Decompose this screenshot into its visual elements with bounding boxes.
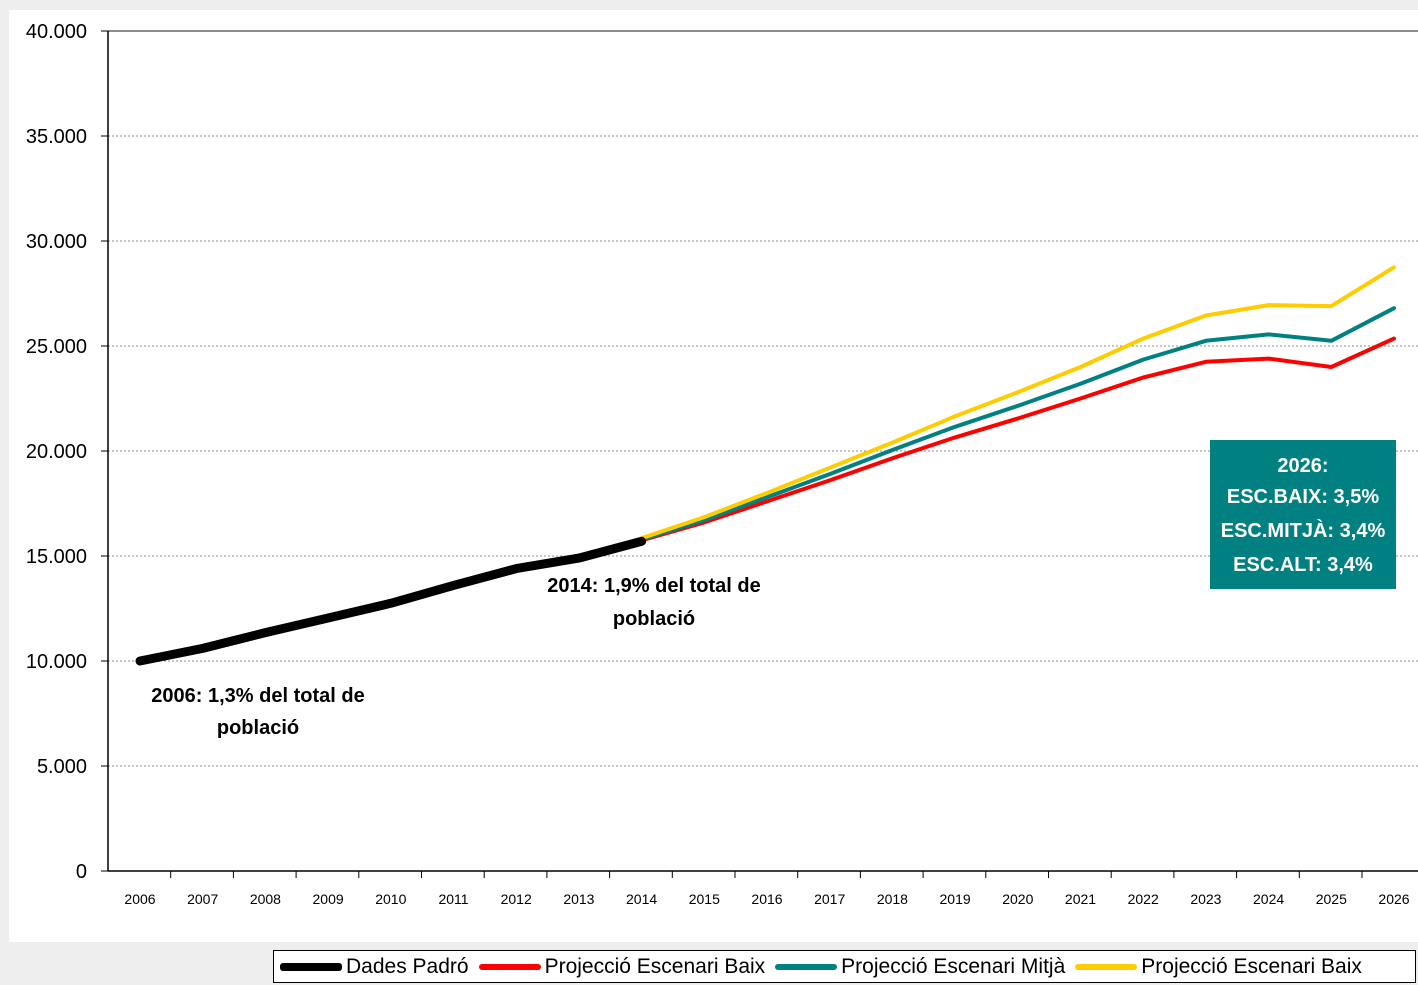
- x-tick-label: 2013: [563, 891, 594, 907]
- x-tick-label: 2018: [877, 891, 908, 907]
- y-tick-label: 35.000: [26, 126, 87, 148]
- x-tick-label: 2010: [375, 891, 406, 907]
- chart-area-background: [9, 10, 1418, 942]
- annotation-2014-line2: població: [613, 608, 695, 630]
- series-line-1: [639, 336, 1396, 543]
- axes: 0 5.000 10.000 15.000 20.000 25.000 30.000 35.0…: [26, 21, 1418, 907]
- x-tick-label: 2007: [187, 891, 218, 907]
- x-tick-label: 2021: [1065, 891, 1096, 907]
- legend-label-escenari-alt: Projecció Escenari Baix: [1141, 954, 1362, 978]
- annotation-2026-line3: ESC.MITJÀ: 3,4%: [1221, 519, 1386, 542]
- y-tick-label: 15.000: [26, 546, 87, 568]
- legend-label-escenari-mitja: Projecció Escenari Mitjà: [841, 954, 1066, 978]
- annotations: 2006: 1,3% del total de població 2014: 1…: [151, 440, 1396, 739]
- series-line-3: [639, 265, 1396, 541]
- annotation-2026-box: [1210, 440, 1396, 589]
- x-tick-label: 2022: [1128, 891, 1159, 907]
- y-tick-label: 40.000: [26, 21, 87, 43]
- annotation-2006-line2: població: [217, 717, 299, 739]
- chart-legend: Dades Padró Projecció Escenari Baix Proj…: [273, 950, 1416, 983]
- x-tick-label: 2014: [626, 891, 657, 907]
- y-tick-label: 0: [76, 861, 87, 883]
- x-tick-label: 2025: [1316, 891, 1347, 907]
- annotation-2026-line2: ESC.BAIX: 3,5%: [1227, 486, 1379, 508]
- x-tick-label: 2024: [1253, 891, 1284, 907]
- legend-item-dades-padro: Dades Padró: [280, 955, 469, 979]
- legend-swatch-escenari-alt: [1075, 963, 1138, 970]
- x-tick-label: 2020: [1002, 891, 1033, 907]
- legend-label-escenari-baix: Projecció Escenari Baix: [544, 954, 766, 978]
- x-tick-label: 2011: [438, 891, 468, 907]
- legend-item-escenari-baix: Projecció Escenari Baix: [478, 954, 766, 979]
- legend-label-dades-padro: Dades Padró: [346, 954, 469, 978]
- series-lines: [135, 265, 1396, 666]
- y-tick-label: 20.000: [26, 441, 87, 463]
- legend-item-escenari-alt: Projecció Escenari Baix: [1075, 955, 1362, 979]
- legend-swatch-dades-padro: [280, 962, 342, 971]
- y-tick-label: 30.000: [26, 231, 87, 253]
- annotation-2014-line1: 2014: 1,9% del total de: [547, 575, 760, 597]
- x-tick-label: 2012: [501, 891, 532, 907]
- x-tick-label: 2019: [940, 891, 971, 907]
- x-tick-label: 2026: [1378, 891, 1409, 907]
- annotation-2026-line1: 2026:: [1277, 455, 1328, 477]
- x-tick-label: 2008: [250, 891, 281, 907]
- x-tick-label: 2006: [124, 891, 155, 907]
- legend-swatch-escenari-mitja: [775, 963, 838, 970]
- legend-item-escenari-mitja: Projecció Escenari Mitjà: [775, 955, 1065, 979]
- y-tick-label: 5.000: [37, 756, 87, 778]
- annotation-2006-line1: 2006: 1,3% del total de: [151, 685, 364, 707]
- x-tick-label: 2009: [313, 891, 344, 907]
- x-tick-label: 2017: [814, 891, 845, 907]
- series-line-0: [135, 536, 647, 666]
- y-tick-label: 10.000: [26, 651, 87, 673]
- x-tick-label: 2015: [689, 891, 720, 907]
- x-tick-label: 2016: [751, 891, 782, 907]
- series-line-2: [639, 306, 1396, 542]
- annotation-2026-line4: ESC.ALT: 3,4%: [1233, 554, 1373, 576]
- x-tick-label: 2023: [1190, 891, 1221, 907]
- y-tick-label: 25.000: [26, 336, 87, 358]
- legend-swatch-escenari-baix: [478, 963, 541, 970]
